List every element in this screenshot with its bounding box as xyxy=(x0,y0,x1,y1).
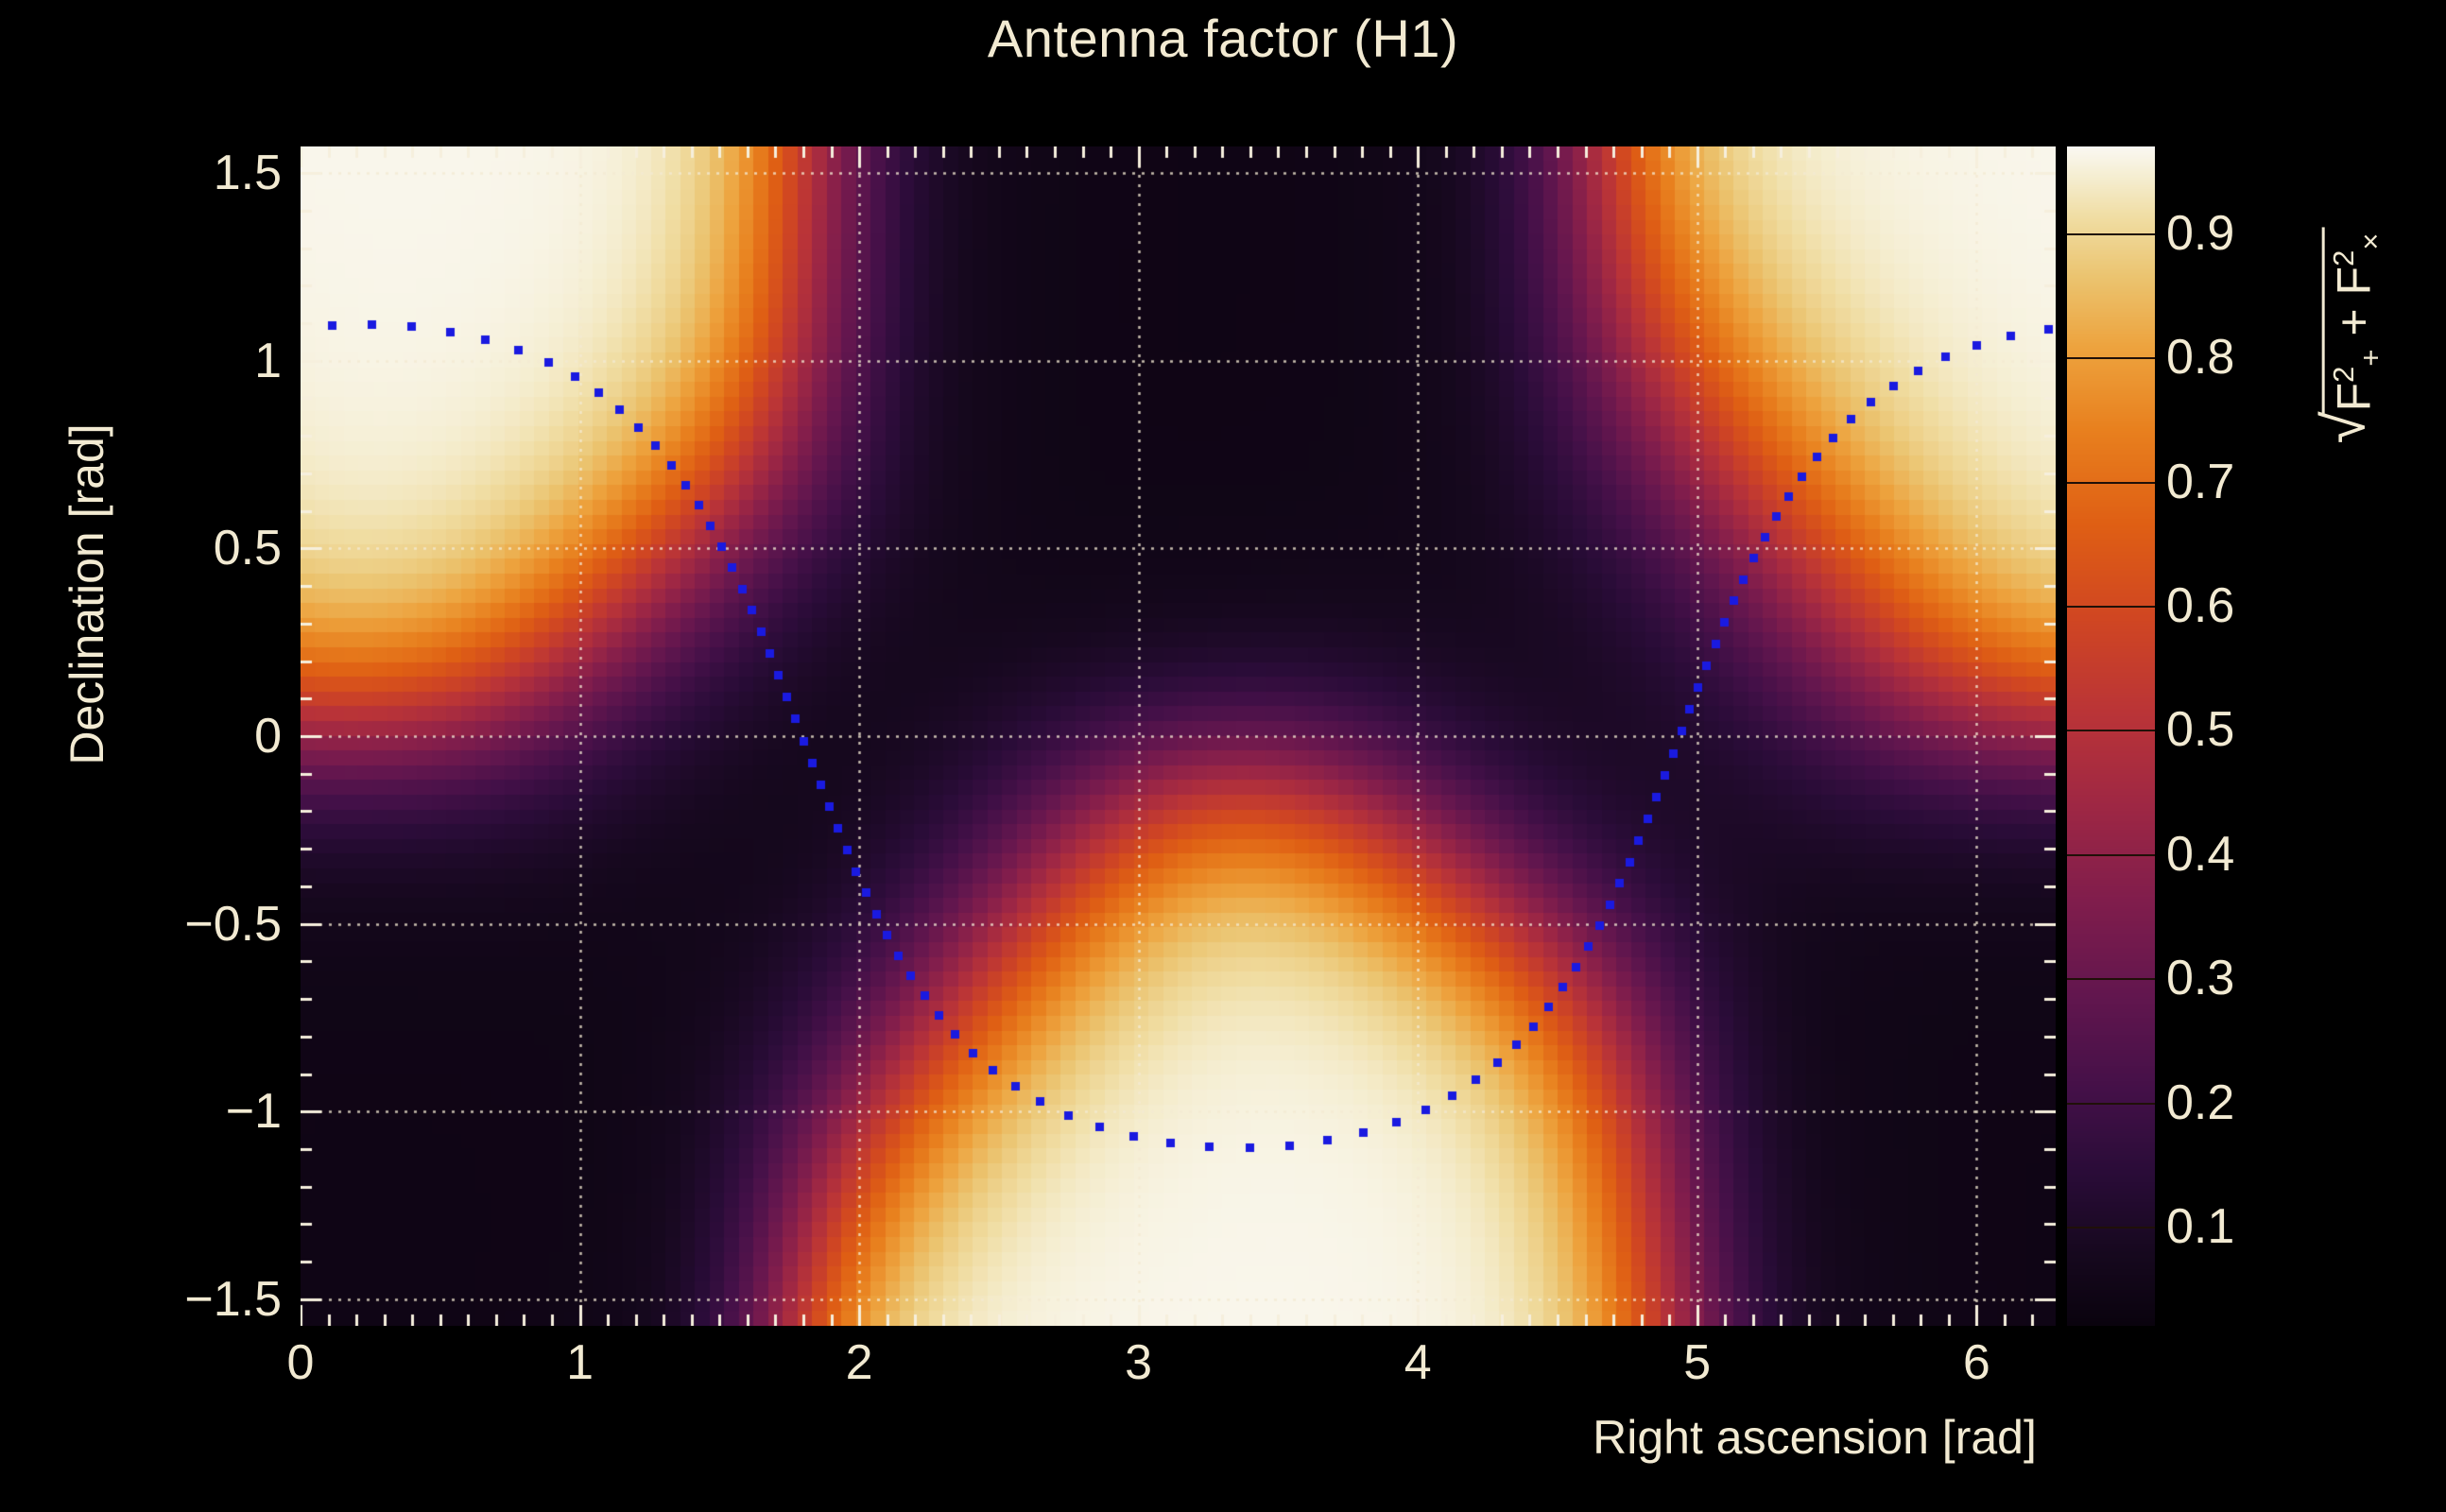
y-tick-label-neg0.5: −0.5 xyxy=(184,896,282,952)
x-axis-title-text: Right ascension [rad] xyxy=(1593,1411,2037,1464)
colorbar-tick xyxy=(2067,1227,2155,1228)
y-axis-title: Declination [rad] xyxy=(59,146,115,1326)
colorbar-tick xyxy=(2067,1103,2155,1105)
colorbar-tick xyxy=(2067,233,2155,235)
x-tick-label-6: 6 xyxy=(1962,1335,1990,1390)
y-tick-label-0: 0 xyxy=(254,709,282,764)
x-tick-label-5: 5 xyxy=(1683,1335,1712,1390)
colorbar-tick-label-0.3: 0.3 xyxy=(2166,951,2235,1005)
colorbar-tick-label-0.6: 0.6 xyxy=(2166,578,2235,633)
colorbar-tick-label-0.9: 0.9 xyxy=(2166,206,2235,261)
x-tick-label-1: 1 xyxy=(566,1335,594,1390)
colorbar-tick-label-0.8: 0.8 xyxy=(2166,330,2235,385)
colorbar-tick-label-0.7: 0.7 xyxy=(2166,455,2235,509)
y-axis-tick-labels: 1.5 1 0.5 0 −0.5 −1 −1.5 xyxy=(0,0,284,1512)
f-cross-term: F2× xyxy=(2326,232,2387,296)
y-axis-title-text: Declination [rad] xyxy=(60,423,113,765)
colorbar-tick-label-0.4: 0.4 xyxy=(2166,827,2235,882)
colorbar-tick xyxy=(2067,854,2155,856)
radical-icon: √ xyxy=(2312,411,2378,444)
x-tick-label-0: 0 xyxy=(286,1335,315,1390)
colorbar-ticks xyxy=(2067,146,2155,1326)
y-tick-label-neg1: −1 xyxy=(225,1084,282,1140)
plus-operator: + xyxy=(2327,308,2381,336)
y-tick-label-1.5: 1.5 xyxy=(213,146,282,201)
x-tick-label-3: 3 xyxy=(1125,1335,1153,1390)
colorbar-tick-label-0.1: 0.1 xyxy=(2166,1199,2235,1254)
colorbar-title: √ F2+ + F2× xyxy=(2297,146,2410,543)
x-tick-label-4: 4 xyxy=(1404,1335,1432,1390)
y-tick-label-0.5: 0.5 xyxy=(213,521,282,576)
colorbar-tick xyxy=(2067,978,2155,980)
x-tick-label-2: 2 xyxy=(845,1335,873,1390)
colorbar-tick-labels: 0.9 0.8 0.7 0.6 0.5 0.4 0.3 0.2 0.1 xyxy=(2159,146,2272,1326)
f-plus-term: F2+ xyxy=(2326,349,2387,412)
y-tick-label-1: 1 xyxy=(254,333,282,388)
colorbar-tick xyxy=(2067,730,2155,731)
colorbar-title-rotated: √ F2+ + F2× xyxy=(2312,227,2387,444)
colorbar-tick xyxy=(2067,606,2155,608)
colorbar-tick-label-0.2: 0.2 xyxy=(2166,1075,2235,1130)
colorbar-tick xyxy=(2067,482,2155,484)
colorbar-tick xyxy=(2067,357,2155,359)
y-tick-label-neg1.5: −1.5 xyxy=(184,1271,282,1327)
galactic-plane-overlay xyxy=(301,146,2056,1326)
colorbar-tick-label-0.5: 0.5 xyxy=(2166,702,2235,757)
radicand: F2+ + F2× xyxy=(2321,227,2387,414)
colorbar-gradient xyxy=(2067,146,2155,1326)
sqrt-expression: √ F2+ + F2× xyxy=(2312,227,2387,444)
heatmap-plot-area[interactable] xyxy=(301,146,2056,1326)
page-title: Antenna factor (H1) xyxy=(987,9,1459,68)
colorbar[interactable] xyxy=(2067,146,2155,1326)
